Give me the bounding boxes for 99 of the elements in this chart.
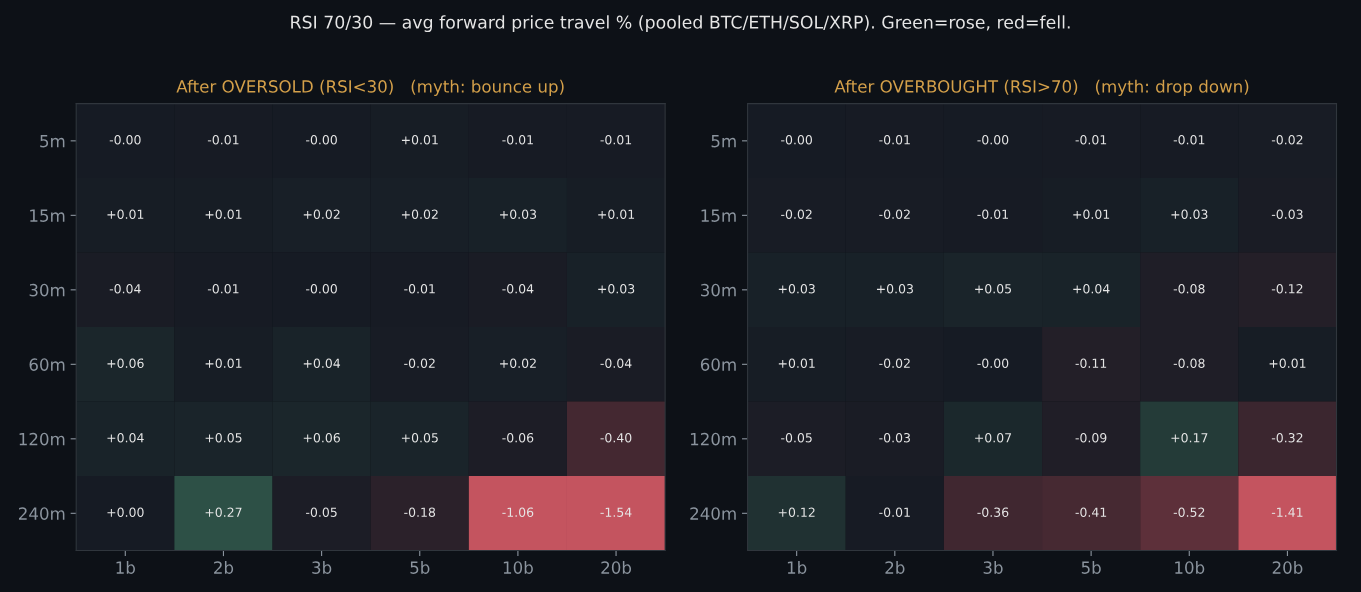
data-label: +0.04 xyxy=(107,432,144,443)
data-label: +0.03 xyxy=(876,284,913,294)
data-label: -0.01 xyxy=(1173,135,1205,145)
data-label: +0.01 xyxy=(1269,358,1306,368)
data-label: +0.06 xyxy=(107,358,144,368)
data-label: -0.40 xyxy=(600,432,632,443)
data-label: +0.01 xyxy=(1073,209,1110,219)
data-label: -0.01 xyxy=(404,284,435,294)
y-tick-label: 30m xyxy=(29,283,65,297)
x-tick-label: 20b xyxy=(1272,560,1303,574)
y-tick-label: 60m xyxy=(700,358,736,371)
data-label: -0.04 xyxy=(109,284,141,294)
data-label: +0.01 xyxy=(598,209,635,219)
data-label: -0.00 xyxy=(306,135,337,145)
data-label: -0.08 xyxy=(1173,284,1205,294)
data-label: +0.00 xyxy=(107,507,144,517)
data-label: -0.05 xyxy=(781,432,812,443)
data-label: +0.02 xyxy=(303,209,340,219)
data-label: -0.06 xyxy=(502,432,534,443)
data-label: -0.01 xyxy=(1075,135,1107,145)
data-label: +0.01 xyxy=(778,358,815,368)
chart-title: After OVERBOUGHT (RSI>70) (myth: drop down) xyxy=(834,79,1249,96)
data-label: -0.08 xyxy=(1173,358,1205,368)
data-label: +0.01 xyxy=(205,209,242,219)
data-label: -0.04 xyxy=(502,284,534,294)
y-tick-label: 5m xyxy=(40,135,65,148)
data-label: +0.01 xyxy=(107,209,144,219)
data-label: -0.02 xyxy=(1271,135,1303,145)
data-label: -0.09 xyxy=(1075,432,1107,443)
data-label: -0.01 xyxy=(977,209,1008,219)
data-label: -0.03 xyxy=(1271,209,1303,219)
x-tick-label: 10b xyxy=(503,560,533,574)
data-label: -0.01 xyxy=(879,507,910,517)
data-label: -0.00 xyxy=(977,358,1009,368)
data-label: +0.05 xyxy=(975,284,1012,294)
data-label: +0.04 xyxy=(303,358,341,368)
data-label: +0.01 xyxy=(205,358,242,368)
data-label: -0.52 xyxy=(1173,507,1205,517)
data-label: +0.12 xyxy=(778,507,815,517)
data-label: -0.00 xyxy=(781,135,812,145)
data-label: +0.02 xyxy=(500,358,536,368)
data-label: +0.03 xyxy=(500,209,537,219)
x-tick-label: 3b xyxy=(312,560,332,574)
data-label: -0.00 xyxy=(977,135,1009,145)
y-tick-label: 5m xyxy=(711,135,736,148)
data-label: -0.03 xyxy=(879,432,910,443)
data-label: -0.01 xyxy=(502,135,533,145)
y-tick-label: 120m xyxy=(19,432,65,446)
x-tick-label: 2b xyxy=(214,560,234,574)
data-label: +0.03 xyxy=(778,284,815,294)
data-label: +0.03 xyxy=(598,284,635,294)
data-label: +0.01 xyxy=(401,135,438,145)
x-tick-label: 3b xyxy=(983,560,1003,574)
x-tick-label: 20b xyxy=(601,560,632,574)
data-label: -0.02 xyxy=(404,358,435,368)
data-label: -0.11 xyxy=(1075,358,1107,368)
x-tick-label: 1b xyxy=(787,560,807,574)
y-tick-label: 240m xyxy=(690,507,736,520)
x-tick-label: 1b xyxy=(116,560,135,574)
data-label: -0.04 xyxy=(600,358,632,368)
y-tick-label: 240m xyxy=(18,507,65,520)
y-tick-label: 120m xyxy=(690,432,736,446)
data-label: +0.02 xyxy=(401,209,438,219)
data-label: -0.01 xyxy=(207,284,239,294)
data-label: -0.05 xyxy=(306,507,337,517)
data-label: -0.01 xyxy=(879,135,910,145)
data-label: -0.02 xyxy=(781,209,812,219)
x-tick-label: 10b xyxy=(1175,560,1205,574)
data-label: +0.17 xyxy=(1171,432,1208,443)
y-tick-label: 15m xyxy=(701,209,736,222)
data-label: -0.36 xyxy=(977,507,1009,517)
data-label: +0.03 xyxy=(1171,209,1208,219)
data-label: +0.05 xyxy=(401,432,438,443)
y-tick-label: 30m xyxy=(700,283,736,297)
y-tick-label: 15m xyxy=(30,209,65,222)
data-label: -0.32 xyxy=(1271,432,1303,443)
y-tick-label: 60m xyxy=(29,358,65,371)
x-tick-label: 5b xyxy=(410,560,430,574)
data-label: -0.02 xyxy=(879,209,910,219)
data-label: -0.00 xyxy=(306,284,337,294)
data-label: -0.00 xyxy=(109,135,141,145)
data-label: -0.01 xyxy=(207,135,239,145)
data-label: -0.12 xyxy=(1271,284,1303,294)
data-label: -0.02 xyxy=(879,358,910,368)
data-label: +0.07 xyxy=(975,432,1012,443)
chart-title: After OVERSOLD (RSI<30) (myth: bounce up) xyxy=(176,79,564,96)
data-label: +0.27 xyxy=(205,507,242,517)
data-label: +0.05 xyxy=(205,432,242,443)
data-label: -0.01 xyxy=(600,135,632,145)
data-label: -1.54 xyxy=(600,507,632,517)
x-tick-label: 5b xyxy=(1081,560,1101,574)
data-label: -1.06 xyxy=(502,507,534,517)
data-label: -0.41 xyxy=(1075,507,1107,517)
data-label: +0.04 xyxy=(1073,284,1110,294)
x-tick-label: 2b xyxy=(885,560,905,574)
text: RSI 70/30 — avg forward price travel % (pooled BTC/ETH/SOL/XRP). Green=rose, red=fell. xyxy=(291,15,1070,33)
data-label: -0.18 xyxy=(404,507,436,517)
data-label: +0.06 xyxy=(303,432,340,443)
data-label: -1.41 xyxy=(1271,507,1303,517)
